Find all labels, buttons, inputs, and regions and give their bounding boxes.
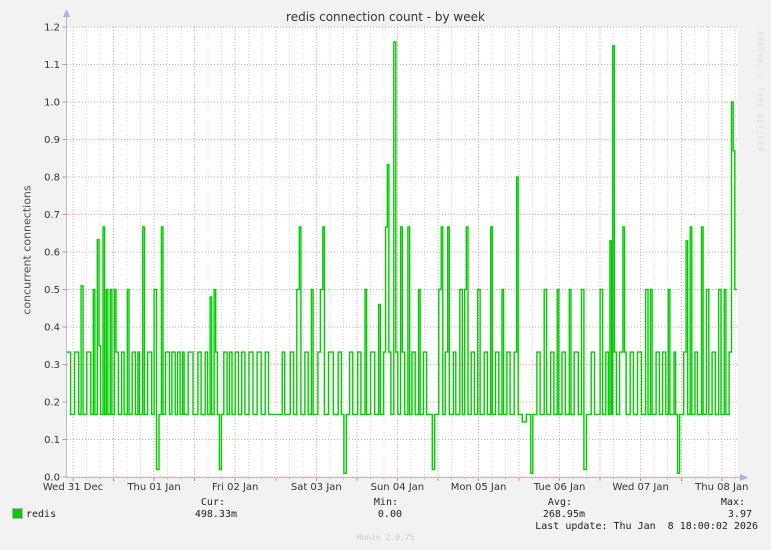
x-tick-label: Thu 08 Jan: [694, 482, 748, 493]
y-axis-arrow-icon: [63, 9, 70, 17]
legend-swatch-redis: [12, 508, 23, 519]
y-tick-label: 0.2: [44, 398, 60, 409]
legend-series-label: redis: [26, 509, 57, 520]
x-tick-label: Wed 07 Jan: [613, 482, 669, 493]
legend-cur-header: Cur:: [200, 497, 225, 508]
y-tick-label: 0.5: [44, 285, 60, 296]
legend-max-value: 3.97: [727, 509, 752, 520]
graph-title: redis connection count - by week: [286, 10, 485, 24]
y-tick-label: 0.3: [44, 360, 60, 371]
y-tick-label: 0.8: [44, 173, 60, 184]
y-tick-label: 0.4: [44, 323, 60, 334]
x-tick-label: Thu 01 Jan: [126, 482, 180, 493]
y-tick-label: 0.1: [44, 435, 60, 446]
y-tick-label: 0.6: [44, 248, 60, 259]
legend-avg-value: 268.95m: [542, 509, 585, 520]
legend-avg-header: Avg:: [547, 497, 572, 508]
y-tick-label: 1.1: [44, 60, 60, 71]
x-tick-label: Tue 06 Jan: [533, 482, 586, 493]
last-update-text: Last update: Thu Jan 8 18:00:02 2026: [535, 521, 758, 532]
redis-series-line: [67, 41, 737, 474]
legend-min-value: 0.00: [377, 509, 402, 520]
legend-min-header: Min:: [373, 497, 398, 508]
legend-max-header: Max:: [720, 497, 745, 508]
munin-version: Munin 2.0.75: [356, 533, 415, 542]
y-tick-label: 0.0: [44, 473, 60, 484]
y-tick-label: 1.2: [44, 23, 60, 34]
x-tick-label: Fri 02 Jan: [212, 482, 258, 493]
x-tick-label: Sun 04 Jan: [371, 482, 425, 493]
x-tick-label: Mon 05 Jan: [451, 482, 507, 493]
legend-cur-value: 498.33m: [194, 509, 237, 520]
x-tick-label: Sat 03 Jan: [291, 482, 342, 493]
x-axis-arrow-icon: [740, 474, 748, 481]
y-tick-label: 0.7: [44, 210, 60, 221]
x-tick-label: Wed 31 Dec: [43, 482, 103, 493]
y-tick-label: 0.9: [44, 135, 60, 146]
y-tick-label: 1.0: [44, 98, 60, 109]
